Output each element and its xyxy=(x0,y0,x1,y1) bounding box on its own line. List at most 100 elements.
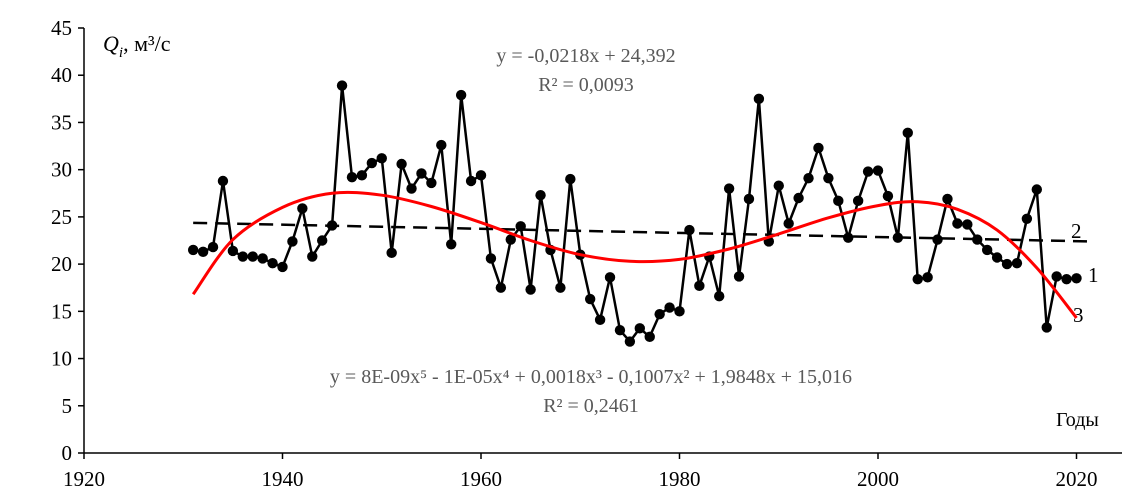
data-point xyxy=(714,291,725,302)
data-point xyxy=(664,302,675,313)
data-point xyxy=(505,234,516,245)
y-tick-label: 30 xyxy=(51,158,72,182)
data-point xyxy=(584,293,596,305)
data-point xyxy=(475,170,487,181)
y-tick-label: 35 xyxy=(51,110,72,134)
data-point xyxy=(962,219,973,230)
poly-trend-r2: R² = 0,2461 xyxy=(543,395,639,417)
x-axis-label: Годы xyxy=(1056,409,1099,431)
x-tick-label: 1940 xyxy=(262,467,304,491)
data-point xyxy=(862,166,874,177)
data-point xyxy=(684,224,695,236)
y-tick-label: 5 xyxy=(62,394,73,418)
data-point xyxy=(495,282,507,293)
data-point xyxy=(733,271,745,282)
x-tick-label: 2000 xyxy=(857,467,899,491)
data-point xyxy=(267,257,278,269)
data-point xyxy=(694,280,705,292)
data-point xyxy=(396,158,407,170)
data-point xyxy=(972,234,983,245)
data-point xyxy=(872,165,884,176)
data-point xyxy=(991,252,1003,263)
y-tick-label: 45 xyxy=(51,16,72,40)
y-tick-label: 25 xyxy=(51,205,72,229)
data-point xyxy=(803,172,814,184)
y-tick-label: 10 xyxy=(51,347,72,371)
data-point xyxy=(912,274,923,285)
data-point xyxy=(1001,258,1013,270)
data-point xyxy=(922,272,933,283)
data-point xyxy=(604,272,616,283)
data-point xyxy=(1061,274,1072,285)
data-point xyxy=(287,236,298,247)
data-point xyxy=(297,203,308,214)
data-point xyxy=(426,177,437,189)
y-tick-label: 15 xyxy=(51,299,72,323)
data-point xyxy=(932,234,943,245)
data-point xyxy=(277,261,288,273)
data-point xyxy=(674,306,685,317)
data-point xyxy=(247,251,258,262)
x-tick-label: 1920 xyxy=(63,467,105,491)
polynomial-trend xyxy=(191,190,1078,319)
data-point xyxy=(187,244,199,256)
data-point xyxy=(852,195,864,207)
data-point xyxy=(346,172,358,183)
data-point xyxy=(217,175,229,187)
data-point xyxy=(416,168,427,179)
data-point xyxy=(833,195,844,207)
linear-trend-equation: y = -0,0218x + 24,392 xyxy=(496,45,675,67)
data-point xyxy=(1011,257,1023,269)
x-tick-label: 2020 xyxy=(1056,467,1098,491)
data-point xyxy=(942,193,953,205)
data-point xyxy=(1021,213,1033,224)
data-point xyxy=(326,220,338,231)
data-point xyxy=(1071,273,1082,284)
data-point xyxy=(1041,322,1052,333)
data-point xyxy=(644,331,655,343)
data-point xyxy=(207,241,219,253)
data-point xyxy=(981,244,993,256)
data-point xyxy=(317,235,328,246)
series-label-2: 2 xyxy=(1071,219,1082,243)
data-point xyxy=(376,153,387,164)
data-point xyxy=(227,245,239,257)
data-point xyxy=(783,218,794,229)
data-point xyxy=(1031,184,1043,195)
x-tick-label: 1980 xyxy=(659,467,701,491)
data-point xyxy=(436,139,447,151)
data-point xyxy=(823,172,834,184)
data-point xyxy=(485,253,497,264)
linear-trend-r2: R² = 0,0093 xyxy=(538,74,634,96)
data-point xyxy=(882,190,894,202)
data-point xyxy=(336,80,348,91)
data-point xyxy=(843,232,854,243)
poly-trend-equation: y = 8E-09x⁵ - 1E-05x⁴ + 0,0018x³ - 0,100… xyxy=(330,366,852,388)
data-point xyxy=(1051,271,1062,282)
data-point xyxy=(455,89,467,101)
y-tick-label: 40 xyxy=(51,63,72,87)
axes xyxy=(78,27,1122,459)
series-label-3: 3 xyxy=(1073,303,1084,327)
data-point xyxy=(902,127,913,139)
data-point xyxy=(257,253,268,264)
data-point xyxy=(515,221,526,232)
y-tick-label: 0 xyxy=(62,441,73,465)
data-point xyxy=(197,246,209,258)
data-point xyxy=(307,251,318,262)
data-point xyxy=(356,170,368,181)
series-label-1: 1 xyxy=(1088,263,1099,287)
data-point xyxy=(773,180,784,191)
data-point xyxy=(614,325,626,336)
data-point xyxy=(624,336,636,347)
data-point xyxy=(446,239,457,250)
data-point xyxy=(555,282,566,293)
data-point xyxy=(525,284,536,295)
data-point xyxy=(753,93,765,105)
data-point xyxy=(465,175,477,187)
data-point xyxy=(952,218,963,229)
y-tick-label: 20 xyxy=(51,252,72,276)
data-point xyxy=(892,232,904,243)
data-point xyxy=(237,251,248,262)
data-point xyxy=(654,308,665,320)
